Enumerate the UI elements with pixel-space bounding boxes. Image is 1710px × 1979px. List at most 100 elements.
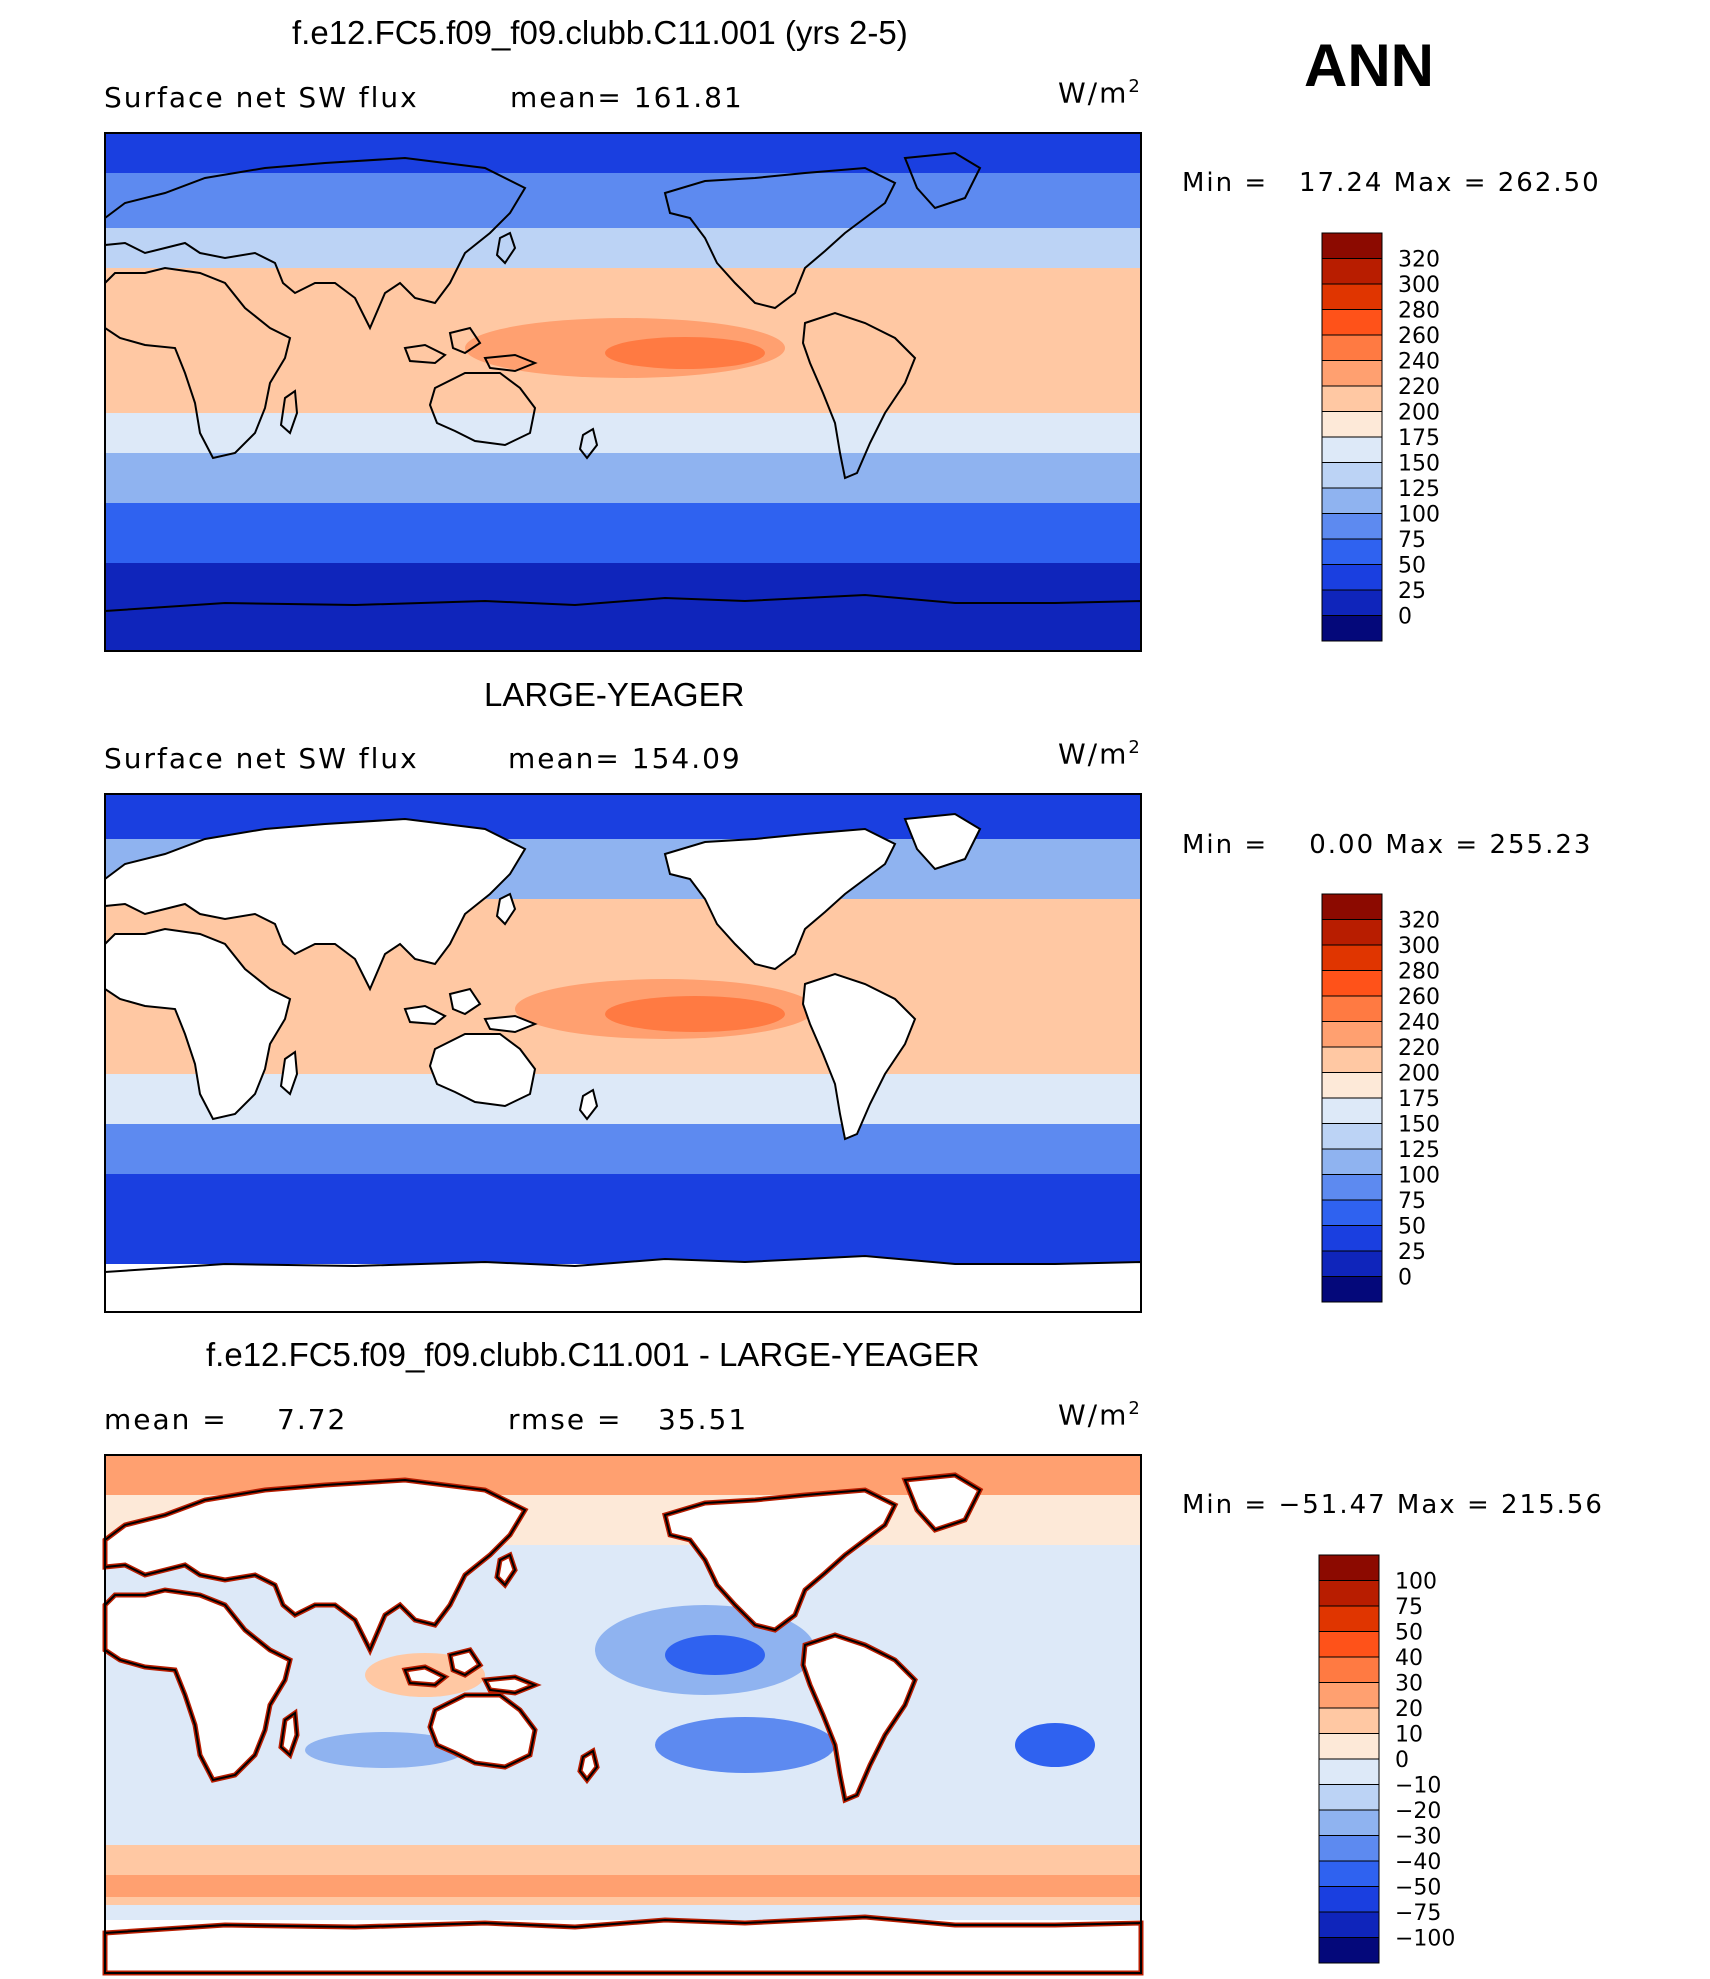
colorbar-3-tick-label: 50: [1395, 1621, 1423, 1646]
colorbar-2-tick-label: 100: [1398, 1164, 1440, 1189]
colorbar-2-box: [1321, 1199, 1383, 1226]
panel3-mean-value: 7.72: [277, 1403, 348, 1436]
colorbar-2-box: [1321, 919, 1383, 946]
colorbar-1-box: [1321, 615, 1383, 642]
panel3-negative-nw-core: [665, 1635, 765, 1675]
colorbar-1-tick-label: 320: [1398, 248, 1440, 273]
colorbar-1-tick-label: 50: [1398, 554, 1426, 579]
colorbar-1-box: [1321, 232, 1383, 259]
panel2-left-label: Surface net SW flux: [104, 742, 419, 775]
season-label: ANN: [1304, 32, 1434, 99]
colorbar-2-box: [1321, 1250, 1383, 1277]
colorbar-1-tick-label: 125: [1398, 477, 1440, 502]
colorbar-1-box: [1321, 462, 1383, 489]
colorbar-3-box: [1318, 1860, 1380, 1887]
colorbar-2-box: [1321, 1148, 1383, 1175]
colorbar-1-box: [1321, 513, 1383, 540]
panel3-minmax: Min = −51.47 Max = 215.56: [1182, 1490, 1604, 1520]
colorbar-3-tick-label: −75: [1395, 1901, 1441, 1926]
colorbar-3-box: [1318, 1758, 1380, 1785]
panel1-warm-core: [605, 337, 765, 369]
panel3-negative-sw-pacific: [655, 1717, 835, 1773]
colorbar-3-tick-label: 0: [1395, 1748, 1409, 1773]
panel1-band-nh-mid: [105, 173, 1141, 228]
colorbar-3-box: [1318, 1733, 1380, 1760]
colorbar-3-tick-label: 40: [1395, 1646, 1423, 1671]
colorbar-1-tick-label: 75: [1398, 528, 1426, 553]
panel1-title: f.e12.FC5.f09_f09.clubb.C11.001 (yrs 2-5…: [292, 14, 908, 51]
colorbar-1-tick-label: 175: [1398, 426, 1440, 451]
colorbar-2-box: [1321, 944, 1383, 971]
colorbar-3-tick-label: −40: [1395, 1850, 1441, 1875]
colorbar-2-tick-label: 75: [1398, 1189, 1426, 1214]
panel2-minmax: Min = 0.00 Max = 255.23: [1182, 830, 1593, 860]
colorbar-1-box: [1321, 283, 1383, 310]
panel2-title: LARGE-YEAGER: [484, 676, 745, 713]
colorbar-1-tick-label: 200: [1398, 401, 1440, 426]
colorbar-3-tick-label: 20: [1395, 1697, 1423, 1722]
panel2-band-sh-mid: [105, 1124, 1141, 1174]
colorbar-1-tick-label: 100: [1398, 503, 1440, 528]
colorbar-3-box: [1318, 1809, 1380, 1836]
panel3-negative-indian: [305, 1732, 465, 1768]
colorbar-3-box: [1318, 1554, 1380, 1581]
panel3-rmse-label: rmse =: [508, 1403, 623, 1436]
panel1-map-frame: [104, 132, 1142, 652]
colorbar-3-tick-label: −30: [1395, 1825, 1441, 1850]
colorbar-3-tick-label: 10: [1395, 1723, 1423, 1748]
colorbar-2-tick-label: 300: [1398, 934, 1440, 959]
colorbar-3-box: [1318, 1886, 1380, 1913]
colorbar-2-box: [1321, 1225, 1383, 1252]
colorbar-3-box: [1318, 1911, 1380, 1938]
colorbar-2-tick-label: 0: [1398, 1266, 1412, 1291]
colorbar-3-box: [1318, 1605, 1380, 1632]
colorbar-2-box: [1321, 1072, 1383, 1099]
colorbar-1-box: [1321, 385, 1383, 412]
colorbar-1-box: [1321, 309, 1383, 336]
colorbar-1-box: [1321, 538, 1383, 565]
colorbar-1-tick-label: 220: [1398, 375, 1440, 400]
colorbar-2-box: [1321, 1046, 1383, 1073]
colorbar-1-tick-label: 25: [1398, 579, 1426, 604]
colorbar-2-tick-label: 200: [1398, 1062, 1440, 1087]
colorbar-2-box: [1321, 995, 1383, 1022]
colorbar-1-box: [1321, 589, 1383, 616]
colorbars: 3203002802602402202001751501251007550250…: [1318, 232, 1455, 1964]
colorbar-1-box: [1321, 360, 1383, 387]
colorbar-2-box: [1321, 1276, 1383, 1303]
colorbar-2-tick-label: 320: [1398, 909, 1440, 934]
colorbar-2-tick-label: 260: [1398, 985, 1440, 1010]
colorbar-2-tick-label: 220: [1398, 1036, 1440, 1061]
panel2-band-sh-sub: [105, 1074, 1141, 1124]
colorbar-2-tick-label: 240: [1398, 1011, 1440, 1036]
colorbar-2-box: [1321, 1123, 1383, 1150]
colorbar-3-tick-label: 75: [1395, 1595, 1423, 1620]
colorbar-1-box: [1321, 564, 1383, 591]
colorbar-3-box: [1318, 1682, 1380, 1709]
panel1-left-label: Surface net SW flux: [104, 81, 419, 114]
panel3-mean-label: mean =: [104, 1403, 228, 1436]
colorbar-2-tick-label: 50: [1398, 1215, 1426, 1240]
panel3-rmse-value: 35.51: [658, 1403, 749, 1436]
colorbar-2-box: [1321, 1097, 1383, 1124]
colorbar-1-box: [1321, 334, 1383, 361]
panel3-map-frame: [104, 1454, 1142, 1974]
panel1-minmax: Min = 17.24 Max = 262.50: [1182, 168, 1601, 198]
colorbar-3-box: [1318, 1784, 1380, 1811]
panel3-map: [104, 1454, 1142, 1974]
panel2-units: W/m2: [1058, 737, 1142, 771]
panel1-band-southern: [105, 563, 1141, 651]
colorbar-2-tick-label: 25: [1398, 1240, 1426, 1265]
colorbar-1-box: [1321, 436, 1383, 463]
panel2-mean-label: mean= 154.09: [508, 742, 742, 775]
panel1-band-sh-sub: [105, 413, 1141, 453]
panel1-map: [104, 132, 1142, 652]
colorbar-2-box: [1321, 893, 1383, 920]
colorbar-3-box: [1318, 1937, 1380, 1964]
colorbar-2-tick-label: 175: [1398, 1087, 1440, 1112]
panel2-map-frame: [104, 793, 1142, 1313]
colorbar-3-box: [1318, 1707, 1380, 1734]
panel2-band-southern: [105, 1174, 1141, 1264]
panel3-units: W/m2: [1058, 1398, 1142, 1432]
